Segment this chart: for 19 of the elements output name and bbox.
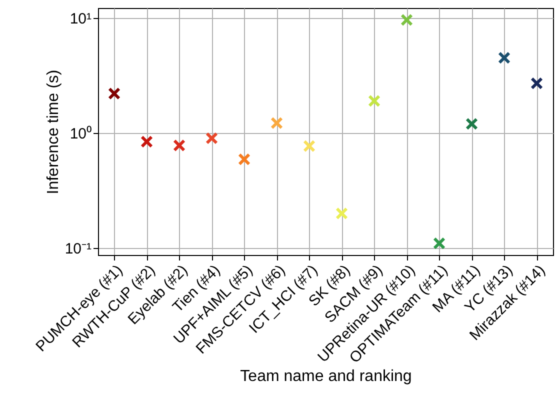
x-axis-title: Team name and ranking — [240, 368, 412, 385]
point — [400, 14, 413, 26]
y-tick-label: 10¹ — [70, 10, 92, 28]
point — [433, 237, 446, 250]
y-tick-label: 10⁻¹ — [64, 240, 92, 258]
point — [303, 140, 316, 152]
point — [270, 116, 283, 130]
point — [466, 118, 478, 130]
point — [173, 139, 186, 152]
point — [336, 207, 348, 220]
point — [108, 87, 120, 100]
point — [140, 135, 153, 148]
point — [238, 153, 250, 166]
point — [498, 52, 510, 64]
point — [206, 132, 218, 144]
point — [530, 77, 543, 90]
y-axis-title: Inference time (s) — [44, 70, 62, 194]
point — [368, 94, 380, 108]
y-tick-label: 10⁰ — [70, 125, 92, 142]
